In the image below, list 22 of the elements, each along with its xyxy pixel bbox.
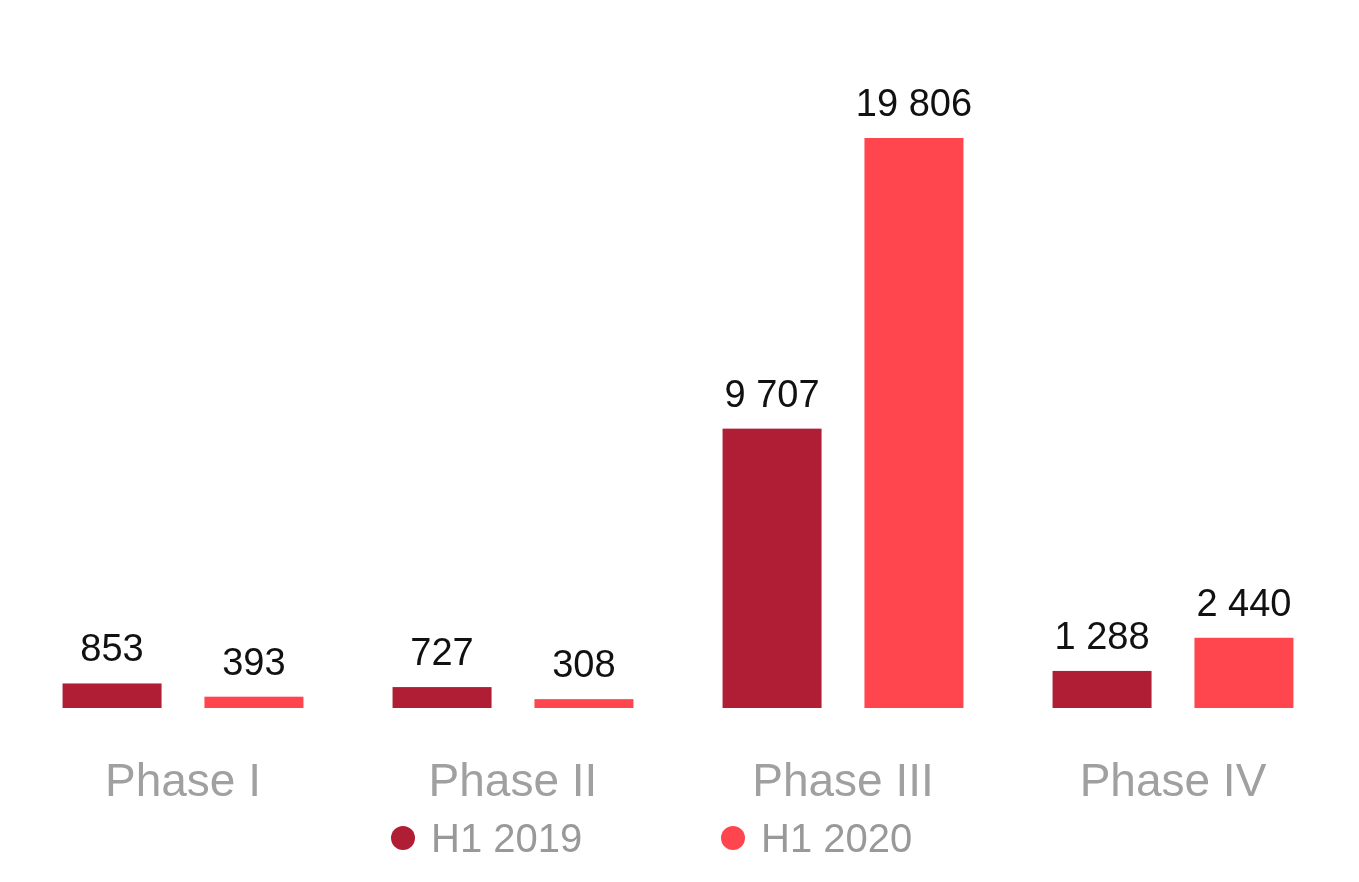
x-tick-label: Phase III (752, 754, 934, 806)
bar (864, 138, 964, 708)
data-label: 853 (80, 627, 144, 670)
bar (722, 428, 822, 708)
data-label: 19 806 (855, 82, 973, 124)
bar (62, 683, 162, 708)
bar (1194, 637, 1294, 708)
x-tick-label: Phase IV (1079, 754, 1267, 806)
bar (1052, 670, 1152, 708)
data-label: 393 (222, 640, 286, 683)
legend-label: H1 2020 (761, 816, 913, 860)
x-tick-label: Phase II (428, 754, 598, 806)
legend-label: H1 2019 (431, 816, 583, 860)
data-label: 9 707 (724, 372, 820, 415)
data-label: 1 288 (1054, 614, 1150, 657)
x-tick-label: Phase I (105, 754, 261, 806)
bar (534, 699, 634, 708)
bar (392, 687, 492, 708)
data-label: 727 (410, 631, 474, 674)
data-label: 308 (552, 643, 616, 686)
bar (204, 696, 304, 708)
data-label: 2 440 (1196, 581, 1292, 624)
